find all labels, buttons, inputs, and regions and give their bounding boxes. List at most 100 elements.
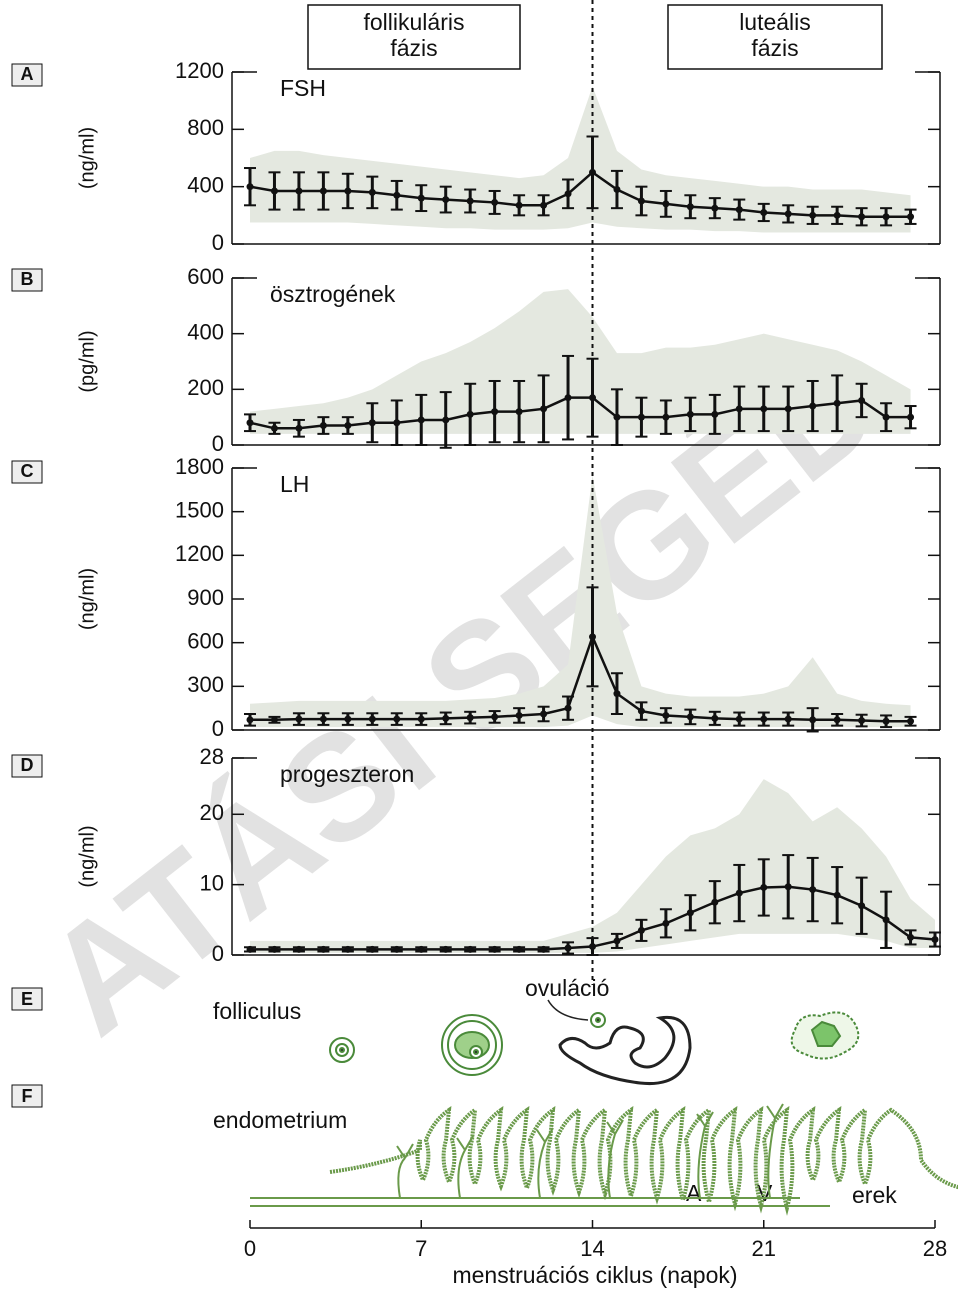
data-point	[247, 183, 254, 190]
data-point	[711, 899, 718, 906]
data-point	[565, 705, 572, 712]
data-point	[344, 187, 351, 194]
data-point	[613, 690, 620, 697]
data-point	[736, 716, 743, 723]
x-tick-label: 7	[415, 1236, 427, 1261]
data-point	[785, 210, 792, 217]
data-point	[613, 414, 620, 421]
data-point	[491, 408, 498, 415]
data-point	[271, 946, 278, 953]
y-tick-label: 0	[212, 230, 224, 255]
panel-letter: E	[21, 989, 33, 1009]
data-point	[418, 416, 425, 423]
y-axis-label: (ng/ml)	[76, 825, 98, 887]
data-point	[760, 716, 767, 723]
diagram-label: ovuláció	[525, 975, 609, 1001]
data-point	[442, 715, 449, 722]
data-point	[295, 425, 302, 432]
data-point	[393, 419, 400, 426]
data-point	[907, 934, 914, 941]
panel-letter: F	[22, 1086, 33, 1106]
y-axis-label: (pg/ml)	[76, 330, 98, 392]
data-point	[369, 189, 376, 196]
data-point	[858, 902, 865, 909]
data-point	[858, 397, 865, 404]
data-point	[516, 712, 523, 719]
data-point	[540, 202, 547, 209]
data-point	[467, 714, 474, 721]
y-tick-label: 28	[200, 744, 224, 769]
data-point	[613, 937, 620, 944]
data-point	[809, 212, 816, 219]
data-point	[344, 716, 351, 723]
data-point	[271, 716, 278, 723]
data-point	[834, 400, 841, 407]
data-point	[418, 195, 425, 202]
data-point	[369, 946, 376, 953]
data-point	[687, 203, 694, 210]
y-tick-label: 800	[187, 115, 224, 140]
data-point	[418, 716, 425, 723]
panel-title: LH	[280, 471, 309, 497]
data-point	[883, 916, 890, 923]
data-point	[662, 712, 669, 719]
data-point	[369, 716, 376, 723]
x-tick-label: 28	[923, 1236, 947, 1261]
data-point	[540, 946, 547, 953]
panel: 04008001200FSH(ng/ml)A	[12, 58, 940, 255]
data-point	[271, 187, 278, 194]
y-tick-label: 900	[187, 585, 224, 610]
data-point	[393, 946, 400, 953]
data-point	[320, 422, 327, 429]
data-point	[711, 205, 718, 212]
blood-vessel	[397, 1144, 413, 1198]
y-tick-label: 600	[187, 628, 224, 653]
y-tick-label: 0	[212, 941, 224, 966]
data-point	[662, 200, 669, 207]
phase-label: fázis	[751, 35, 798, 61]
data-point	[344, 422, 351, 429]
y-tick-label: 600	[187, 264, 224, 289]
data-point	[516, 202, 523, 209]
y-tick-label: 400	[187, 319, 224, 344]
data-point	[638, 708, 645, 715]
data-point	[565, 190, 572, 197]
data-point	[907, 414, 914, 421]
y-tick-label: 1200	[175, 541, 224, 566]
data-point	[516, 408, 523, 415]
y-tick-label: 300	[187, 672, 224, 697]
data-point	[687, 411, 694, 418]
data-point	[247, 946, 254, 953]
data-point	[883, 414, 890, 421]
data-point	[295, 716, 302, 723]
y-tick-label: 10	[200, 870, 224, 895]
data-point	[736, 405, 743, 412]
data-point	[760, 209, 767, 216]
data-point	[907, 213, 914, 220]
data-point	[638, 198, 645, 205]
data-point	[760, 884, 767, 891]
data-point	[393, 716, 400, 723]
x-tick-label: 14	[580, 1236, 604, 1261]
y-tick-label: 200	[187, 375, 224, 400]
y-tick-label: 1500	[175, 497, 224, 522]
data-point	[858, 213, 865, 220]
data-point	[932, 936, 939, 943]
panel-title: ösztrogének	[270, 281, 396, 307]
y-tick-label: 0	[212, 431, 224, 456]
data-point	[442, 416, 449, 423]
data-point	[467, 946, 474, 953]
data-point	[613, 186, 620, 193]
data-point	[247, 419, 254, 426]
y-tick-label: 0	[212, 716, 224, 741]
data-point	[467, 411, 474, 418]
data-point	[442, 196, 449, 203]
data-point	[809, 716, 816, 723]
data-point	[418, 946, 425, 953]
data-point	[785, 405, 792, 412]
blood-vessel	[457, 1136, 473, 1198]
panel-letter: B	[21, 269, 34, 289]
data-point	[320, 187, 327, 194]
x-tick-label: 0	[244, 1236, 256, 1261]
data-point	[809, 886, 816, 893]
